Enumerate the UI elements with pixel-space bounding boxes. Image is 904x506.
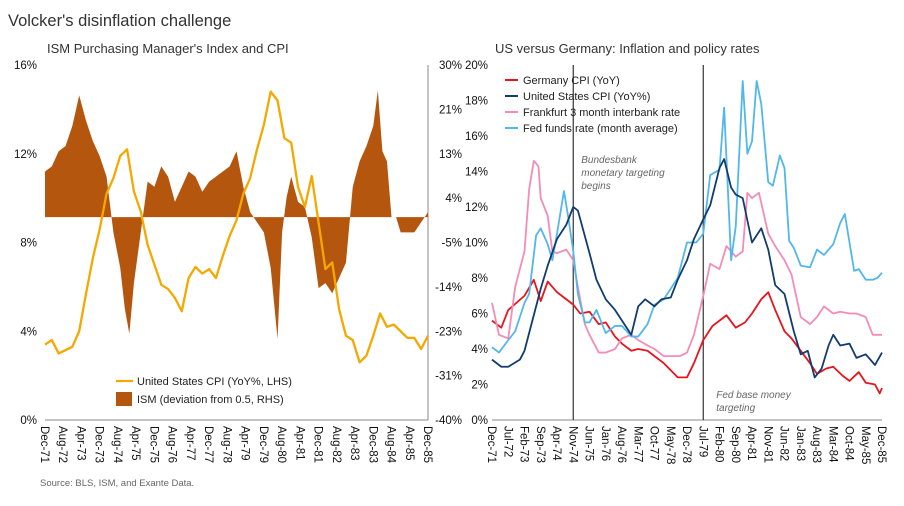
right-chart: 0% 2% 4% 6% 8% 10% 12% 14% 16% 18% 20% Dec-71 Jul-72… <box>465 60 887 464</box>
x-tick-label: Jun-75 <box>583 426 595 461</box>
left-chart: 0% 4% 8% 12% 16% -40% -31% -23% -14% -5% 4% 13% 21% 3… <box>14 60 462 464</box>
right-chart-title: US versus Germany: Inflation and policy … <box>495 41 760 56</box>
left-legend: United States CPI (YoY%, LHS) ISM (deviat… <box>116 376 292 406</box>
cpi-line-series <box>44 90 430 364</box>
annotation-text: Fed base money <box>716 390 791 401</box>
x-tick-label: Mar-77 <box>631 426 643 462</box>
x-tick-label: Dec-73 <box>93 426 105 463</box>
x-tick-label: Apr-77 <box>184 426 196 461</box>
x-tick-label: Aug-76 <box>615 426 627 463</box>
x-tick-label: Jul-79 <box>696 426 708 457</box>
y-tick-label: 12% <box>465 202 488 214</box>
annotation-text: targeting <box>716 403 755 414</box>
y-right-tick-label: 4% <box>445 193 462 205</box>
series-line-1 <box>491 158 883 379</box>
x-tick-label: Mar-84 <box>826 426 838 463</box>
y-left-tick-label: 0% <box>20 415 37 427</box>
x-tick-label: Dec-75 <box>147 426 159 463</box>
x-tick-label: Feb-80 <box>713 426 725 462</box>
ism-area-series <box>45 90 428 339</box>
y-right-tick-label: -5% <box>442 238 462 250</box>
y-tick-label: 0% <box>471 415 488 427</box>
x-tick-label: May-78 <box>664 426 676 464</box>
x-tick-label: Nov-81 <box>761 426 773 463</box>
legend-ism-label: ISM (deviation from 0.5, RHS) <box>137 394 284 406</box>
legend-label: Germany CPI (YoY) <box>523 75 620 87</box>
x-tick-label: Dec-71 <box>38 426 50 463</box>
x-tick-label: Jun-82 <box>778 426 790 461</box>
x-tick-label: Aug-76 <box>166 426 178 463</box>
y-tick-label: 14% <box>465 167 488 179</box>
series-line-3 <box>491 80 883 354</box>
x-tick-label: Oct-77 <box>648 426 660 461</box>
right-legend: Germany CPI (YoY) United States CPI (YoY%… <box>505 75 680 135</box>
legend-label: Fed funds rate (month average) <box>523 123 678 135</box>
x-tick-label: Dec-85 <box>421 426 433 463</box>
x-tick-label: Oct-84 <box>843 426 855 461</box>
y-tick-label: 10% <box>465 238 488 250</box>
x-tick-label: Nov-74 <box>566 426 578 464</box>
x-tick-label: Dec-81 <box>312 426 324 463</box>
x-tick-label: Sep-73 <box>534 426 546 463</box>
series-line-2 <box>491 159 882 357</box>
x-tick-label: Apr-81 <box>293 426 305 461</box>
x-tick-label: Aug-84 <box>385 426 397 464</box>
x-tick-label: Dec-78 <box>680 426 692 463</box>
legend-ism-swatch <box>116 392 132 406</box>
x-tick-label: Dec-77 <box>202 426 214 463</box>
x-tick-label: Apr-83 <box>348 426 360 461</box>
legend-label: United States CPI (YoY%) <box>523 91 650 103</box>
y-right-tick-label: -31% <box>435 371 462 383</box>
y-left-tick-label: 12% <box>14 149 37 161</box>
y-tick-label: 4% <box>471 344 488 356</box>
legend-cpi-label: United States CPI (YoY%, LHS) <box>137 376 292 388</box>
page-title: Volcker's disinflation challenge <box>8 12 231 30</box>
left-chart-title: ISM Purchasing Manager's Index and CPI <box>47 41 289 56</box>
x-tick-label: Aug-83 <box>810 426 822 463</box>
y-right-tick-label: 13% <box>439 149 462 161</box>
x-tick-label: Aug-82 <box>330 426 342 463</box>
x-tick-label: Apr-75 <box>129 426 141 461</box>
y-tick-label: 18% <box>465 96 488 108</box>
x-tick-label: Jan-76 <box>599 426 611 461</box>
y-tick-label: 2% <box>471 380 488 392</box>
legend-label: Frankfurt 3 month interbank rate <box>523 107 680 119</box>
series-line-0 <box>491 278 883 395</box>
x-tick-label: Apr-85 <box>403 426 415 461</box>
y-tick-label: 20% <box>465 60 488 72</box>
x-tick-label: Sep-80 <box>729 426 741 463</box>
source-note: Source: BLS, ISM, and Exante Data. <box>40 478 194 489</box>
x-tick-label: May-85 <box>859 426 871 464</box>
y-right-tick-label: -40% <box>435 415 462 427</box>
annotation-text: Bundesbank <box>581 155 638 166</box>
x-tick-label: Dec-79 <box>257 426 269 463</box>
y-right-tick-label: 21% <box>439 104 462 116</box>
x-tick-label: Jan-83 <box>794 426 806 461</box>
x-tick-label: Apr-74 <box>550 426 562 461</box>
annotation-text: begins <box>581 181 610 192</box>
x-tick-label: Aug-72 <box>56 426 68 463</box>
x-tick-label: Jul-72 <box>501 426 513 457</box>
y-tick-label: 6% <box>471 309 488 321</box>
y-right-tick-label: -14% <box>435 282 462 294</box>
y-left-tick-label: 8% <box>20 238 37 250</box>
x-tick-label: Feb-73 <box>518 426 530 462</box>
x-tick-label: Dec-85 <box>875 426 887 463</box>
x-tick-label: Apr-81 <box>745 426 757 461</box>
y-left-tick-label: 16% <box>14 60 37 72</box>
x-tick-label: Apr-73 <box>74 426 86 461</box>
y-tick-label: 8% <box>471 273 488 285</box>
x-tick-label: Aug-74 <box>111 426 123 464</box>
y-right-tick-label: 30% <box>439 60 462 72</box>
y-left-tick-label: 4% <box>20 326 37 338</box>
y-right-tick-label: -23% <box>435 326 462 338</box>
y-tick-label: 16% <box>465 131 488 143</box>
x-tick-label: Dec-83 <box>366 426 378 463</box>
x-tick-label: Apr-79 <box>239 426 251 461</box>
x-tick-label: Dec-71 <box>485 426 497 463</box>
x-tick-label: Aug-80 <box>275 426 287 463</box>
annotation-text: monetary targeting <box>581 168 665 179</box>
x-tick-label: Aug-78 <box>220 426 232 463</box>
